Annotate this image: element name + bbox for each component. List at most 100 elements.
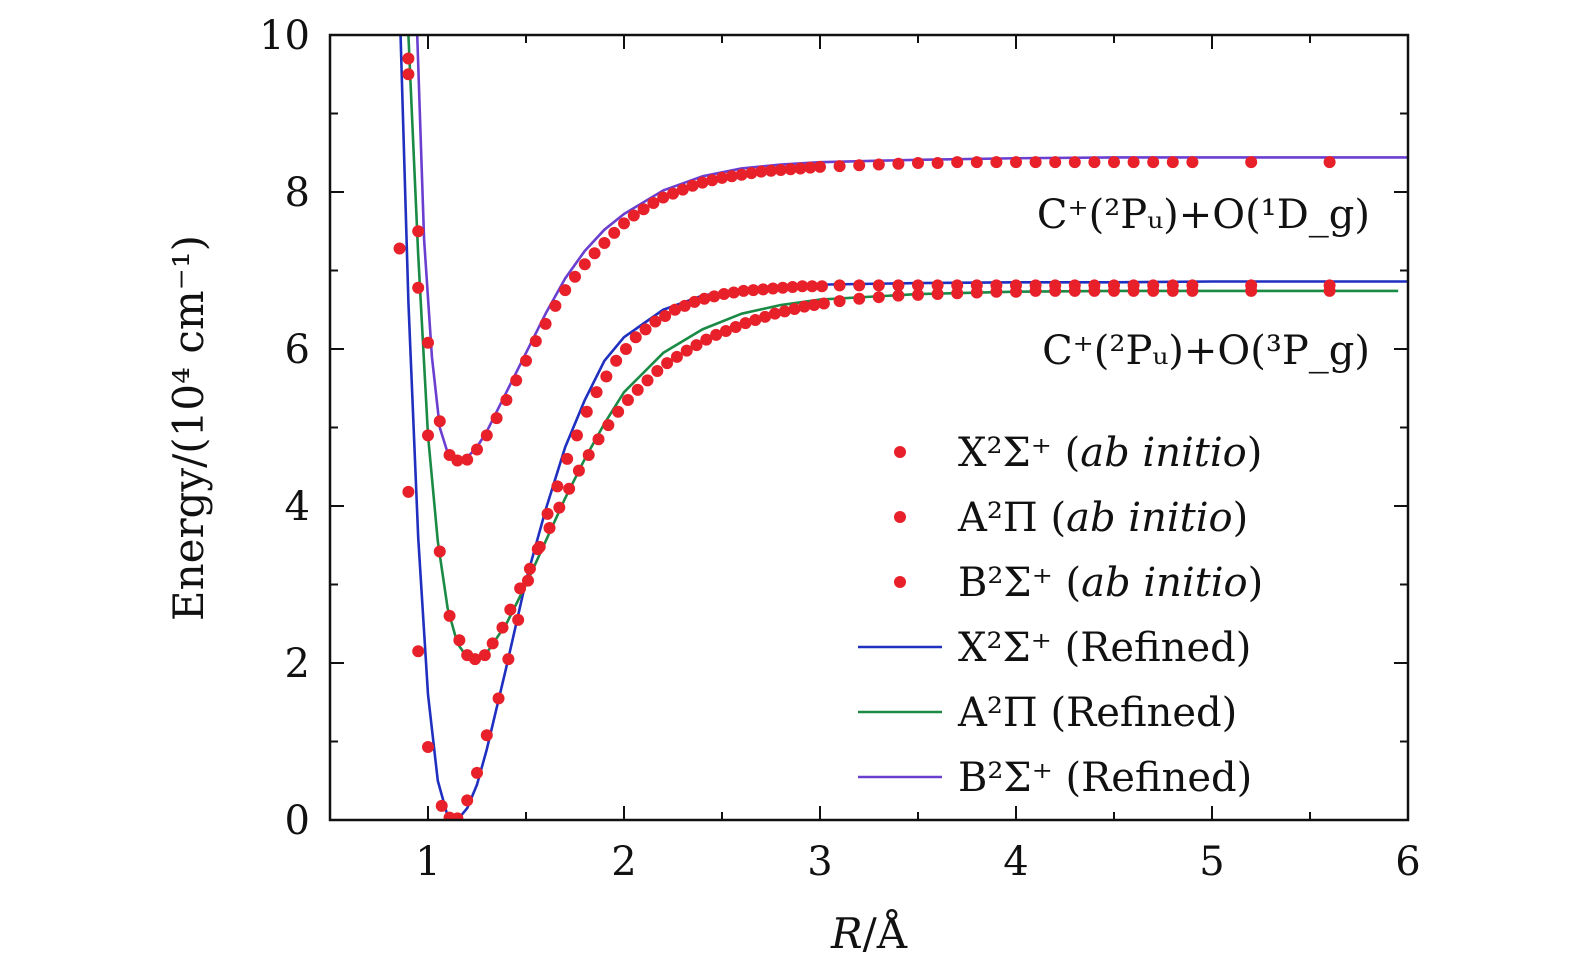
legend-label: X²Σ⁺ (ab initio) (958, 430, 1262, 476)
ab-initio-point-b (529, 335, 542, 348)
ab-initio-point-x (639, 323, 652, 336)
ab-initio-point-x (766, 282, 779, 295)
ab-initio-point-a (1068, 284, 1081, 297)
ab-initio-point-b (1049, 156, 1062, 169)
x-tick-label: 6 (1395, 839, 1420, 885)
ab-initio-point-b (559, 284, 572, 297)
ab-initio-point-a (582, 448, 595, 461)
ab-initio-point-a (533, 540, 546, 553)
ab-initio-point-a (641, 374, 654, 387)
ab-initio-point-x (502, 653, 515, 666)
ab-initio-point-b (1088, 156, 1101, 169)
asymptote-label-1d: C⁺(²Pᵤ)+O(¹D_g) (1037, 192, 1370, 238)
ab-initio-point-b (725, 170, 738, 183)
ab-initio-point-x (570, 429, 583, 442)
ab-initio-point-a (469, 653, 482, 666)
ab-initio-point-b (912, 156, 924, 169)
axis-ticks (329, 34, 1409, 821)
ab-initio-point-a (621, 394, 634, 407)
ab-initio-point-b (461, 453, 474, 466)
ab-initio-point-a (739, 317, 752, 330)
ab-initio-point-a (788, 302, 801, 315)
y-tick-label: 8 (285, 170, 310, 216)
ab-initio-point-b (1245, 156, 1258, 169)
ab-initio-point-b (892, 157, 905, 170)
ab-initio-point-x (776, 281, 789, 294)
x-tick-label: 1 (415, 839, 440, 885)
y-tick-label: 0 (285, 798, 310, 844)
ab-initio-point-x (806, 280, 819, 293)
ab-initio-point-a (833, 295, 846, 308)
ab-initio-point-a (504, 603, 517, 616)
legend-label: X²Σ⁺ (Refined) (958, 625, 1251, 671)
ab-initio-point-x (492, 692, 505, 705)
ab-initio-point-x (931, 279, 944, 292)
ab-initio-point-b (853, 159, 866, 172)
ab-initio-point-b (598, 237, 611, 250)
ab-initio-point-b (1068, 156, 1081, 169)
ab-initio-point-b (1147, 156, 1160, 169)
ab-initio-point-a (553, 501, 566, 514)
ab-initio-point-x (580, 405, 593, 418)
ab-initio-point-a (1127, 284, 1140, 297)
ab-initio-point-b (765, 164, 777, 177)
ab-initio-point-a (680, 344, 693, 357)
ab-initio-point-a (1010, 285, 1022, 298)
ab-initio-point-x (815, 280, 828, 293)
ab-initio-point-a (1049, 284, 1062, 297)
ab-initio-point-x (480, 729, 493, 742)
legend: X²Σ⁺ (ab initio) A²Π (ab initio) B²Σ⁺ (ab … (858, 430, 1263, 801)
y-tick-label: 10 (259, 13, 310, 59)
legend-marker-dot (894, 446, 906, 458)
x-tick-label: 5 (1199, 839, 1224, 885)
ab-initio-point-a (402, 68, 415, 81)
ab-initio-point-b (735, 168, 748, 181)
ab-initio-point-b (1323, 156, 1336, 169)
ab-initio-point-a (759, 310, 772, 323)
ab-initio-point-b (755, 165, 768, 178)
ab-initio-point-a (892, 289, 905, 302)
ab-initio-point-a (951, 287, 964, 300)
ab-initio-point-a (1108, 284, 1120, 297)
ab-initio-point-a (729, 321, 742, 334)
ab-initio-point-a (572, 464, 585, 477)
ab-initio-point-a (602, 419, 615, 432)
ab-initio-point-a (710, 328, 723, 341)
ab-initio-point-b (804, 161, 817, 174)
ab-initio-point-x (435, 799, 448, 812)
ab-initio-point-b (657, 191, 670, 204)
y-tick-label: 6 (285, 327, 310, 373)
ab-initio-point-a (563, 482, 576, 495)
ab-initio-point-a (412, 281, 425, 294)
ab-initio-point-b (706, 174, 719, 187)
ab-initio-point-b (578, 258, 591, 271)
asymptote-label-3p: C⁺(²Pᵤ)+O(³P_g) (1042, 328, 1370, 374)
ab-initio-point-a (1323, 284, 1336, 297)
ab-initio-point-b (569, 270, 581, 283)
x-axis-label: R/Å (830, 908, 908, 958)
ab-initio-point-b (637, 203, 650, 216)
x-tick-label: 2 (611, 839, 636, 885)
ab-initio-point-x (600, 370, 613, 383)
ab-initio-point-b (402, 52, 415, 65)
tick-labels: 1 2 3 4 5 6 0 2 4 6 8 10 (259, 13, 1421, 885)
ab-initio-point-a (700, 333, 713, 346)
ab-initio-point-x (590, 386, 603, 399)
ab-initio-point-a (931, 288, 944, 301)
ab-initio-point-a (486, 637, 499, 650)
ab-initio-point-x (678, 299, 691, 312)
ab-initio-point-x (796, 280, 809, 293)
ab-initio-point-x (551, 480, 564, 493)
ab-initio-point-a (443, 609, 456, 622)
ab-initio-point-a (990, 285, 1003, 298)
refined-curve-b (415, 35, 1408, 462)
ab-initio-point-b (1108, 156, 1120, 169)
ab-initio-point-b (970, 156, 983, 169)
ab-initio-point-a (1245, 284, 1258, 297)
ab-initio-point-a (651, 364, 664, 377)
ab-initio-point-b (451, 454, 464, 467)
ab-initio-point-b (510, 374, 523, 387)
ab-initio-point-b (520, 354, 532, 367)
ab-initio-point-b (794, 162, 807, 175)
ab-initio-point-b (1166, 156, 1179, 169)
